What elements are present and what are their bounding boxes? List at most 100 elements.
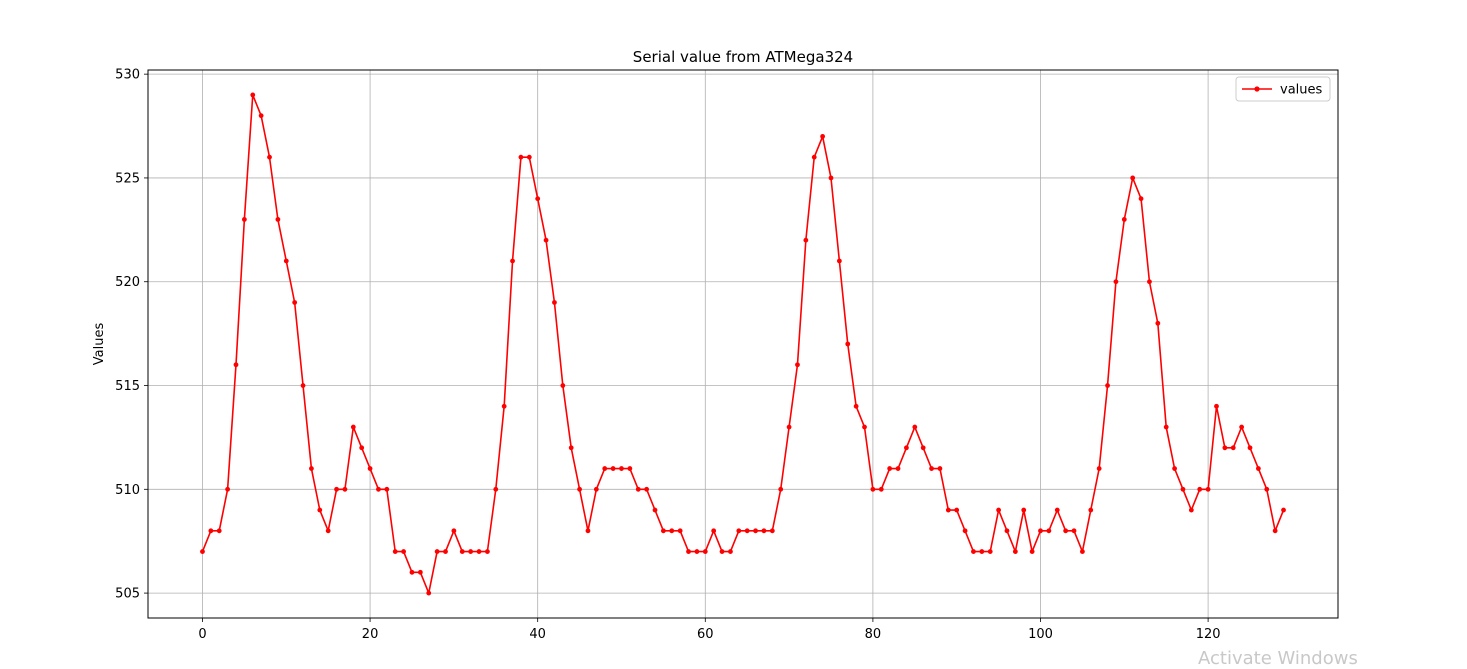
data-point <box>1046 528 1052 534</box>
data-point <box>577 486 582 492</box>
data-point <box>1088 507 1094 513</box>
data-point <box>350 424 356 430</box>
data-point <box>954 507 960 513</box>
data-point <box>1255 466 1261 471</box>
data-point <box>744 528 750 534</box>
data-point <box>267 154 272 160</box>
legend-box <box>1235 76 1331 102</box>
data-point <box>619 466 624 471</box>
data-point <box>962 528 968 534</box>
x-tick-label: 20 <box>362 627 379 642</box>
data-point <box>1222 445 1228 451</box>
x-tick-label: 60 <box>697 627 714 642</box>
data-point <box>660 528 666 534</box>
data-point <box>459 549 465 554</box>
data-point <box>1281 507 1286 513</box>
data-point <box>677 528 683 534</box>
data-point <box>1054 507 1060 513</box>
data-point <box>1012 549 1018 554</box>
data-point <box>769 528 775 534</box>
data-point <box>627 466 633 471</box>
x-tick-label: 40 <box>529 627 546 642</box>
data-point <box>702 549 708 554</box>
x-tick-label: 120 <box>1196 627 1221 642</box>
data-point <box>1138 196 1144 202</box>
data-point <box>200 549 205 554</box>
series-values <box>200 92 1286 596</box>
data-point <box>610 466 616 471</box>
data-point <box>208 528 214 534</box>
data-point <box>1214 403 1219 409</box>
data-point <box>493 486 499 492</box>
data-point <box>912 424 918 430</box>
data-point <box>1155 320 1161 326</box>
data-point <box>971 549 976 554</box>
data-point <box>1163 424 1169 430</box>
data-point <box>778 486 784 492</box>
data-point <box>786 424 792 430</box>
data-point <box>820 134 826 139</box>
data-point <box>342 486 348 492</box>
chart-title: Serial value from ATMega324 <box>633 48 853 66</box>
data-point <box>887 466 893 471</box>
data-point <box>451 528 457 534</box>
data-point <box>904 445 909 451</box>
data-point <box>736 528 742 534</box>
data-point <box>878 486 884 492</box>
data-point <box>258 113 264 119</box>
data-point <box>593 486 599 492</box>
data-point <box>987 549 993 554</box>
x-tick-label: 80 <box>865 627 882 642</box>
data-point <box>1264 486 1270 492</box>
y-tick-label: 530 <box>115 68 140 83</box>
data-point <box>476 549 482 554</box>
data-point <box>828 175 834 181</box>
data-point <box>317 507 323 513</box>
data-point <box>334 486 339 492</box>
data-point <box>543 237 549 243</box>
data-point <box>384 486 390 492</box>
data-point <box>468 549 474 554</box>
data-point <box>719 549 725 554</box>
data-point <box>1004 528 1010 534</box>
data-point <box>644 486 650 492</box>
data-point <box>853 403 859 409</box>
data-point <box>392 549 398 554</box>
data-point <box>325 528 331 534</box>
data-point <box>602 466 608 471</box>
y-tick-label: 525 <box>115 171 140 186</box>
data-point <box>552 300 557 305</box>
data-point <box>836 258 842 264</box>
data-point <box>1272 528 1278 534</box>
data-point <box>300 383 306 388</box>
series-line-values <box>201 94 1285 594</box>
data-point <box>920 445 926 451</box>
data-point <box>216 528 222 534</box>
data-point <box>1147 279 1152 285</box>
y-tick-label: 505 <box>115 587 140 602</box>
data-point <box>283 258 289 264</box>
data-point <box>1247 445 1253 451</box>
data-point <box>401 549 406 554</box>
y-axis-label: Values <box>92 323 107 366</box>
y-tick-label: 520 <box>115 275 140 290</box>
grid-lines <box>148 70 1338 618</box>
data-point <box>367 466 373 471</box>
data-point <box>359 445 365 451</box>
data-point <box>376 486 381 492</box>
data-point <box>568 445 574 451</box>
data-point <box>1021 507 1027 513</box>
data-point <box>862 424 867 430</box>
data-point <box>1172 466 1177 471</box>
data-point <box>535 196 541 202</box>
data-point <box>686 549 691 554</box>
data-point <box>895 466 901 471</box>
data-point <box>711 528 717 534</box>
data-point <box>292 300 298 305</box>
data-point <box>761 528 767 534</box>
data-point <box>1205 486 1211 492</box>
data-point <box>1105 383 1110 388</box>
data-point <box>979 549 985 554</box>
data-point <box>518 154 524 160</box>
data-point <box>652 507 658 513</box>
